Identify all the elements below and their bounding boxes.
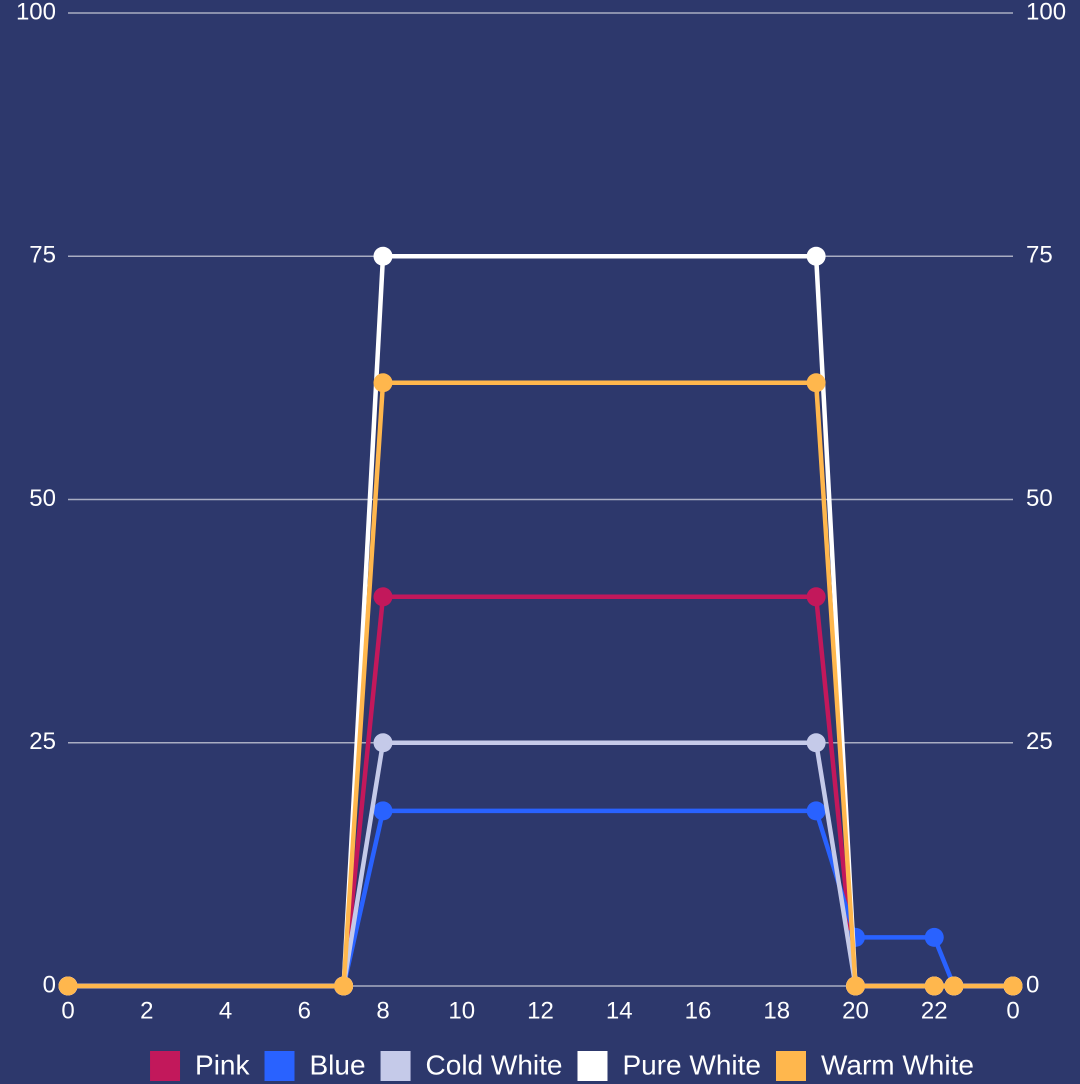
- point: [806, 246, 826, 266]
- point: [373, 373, 393, 393]
- point: [373, 801, 393, 821]
- x-tick-label: 2: [140, 997, 153, 1024]
- y-tick-label: 75: [29, 242, 56, 269]
- y-tick-label: 100: [16, 0, 56, 25]
- point: [373, 246, 393, 266]
- legend-swatch: [150, 1051, 181, 1081]
- point: [806, 733, 826, 753]
- x-tick-label: 8: [376, 997, 389, 1024]
- x-tick-label: 22: [921, 997, 948, 1024]
- point: [806, 373, 826, 393]
- y2-tick-label: 0: [1026, 971, 1039, 998]
- y2-tick-label: 25: [1026, 728, 1053, 755]
- y-tick-label: 50: [29, 485, 56, 512]
- point: [334, 976, 354, 996]
- x-tick-label: 12: [527, 997, 554, 1024]
- legend-swatch: [775, 1051, 806, 1081]
- legend-label: Pure White: [622, 1049, 761, 1080]
- y2-tick-label: 50: [1026, 485, 1053, 512]
- x-tick-label: 18: [763, 997, 790, 1024]
- x-tick-label: 16: [685, 997, 712, 1024]
- legend-swatch: [380, 1051, 411, 1081]
- point: [58, 976, 78, 996]
- x-tick-label: 0: [1006, 997, 1019, 1024]
- point: [924, 927, 944, 947]
- point: [373, 587, 393, 607]
- point: [806, 801, 826, 821]
- x-tick-label: 20: [842, 997, 869, 1024]
- legend-label: Blue: [310, 1049, 366, 1080]
- legend-swatch: [577, 1051, 608, 1081]
- point: [846, 976, 865, 996]
- y-tick-label: 25: [29, 728, 56, 755]
- x-tick-label: 6: [298, 997, 311, 1024]
- y2-tick-label: 75: [1026, 242, 1053, 269]
- legend-swatch: [264, 1051, 295, 1081]
- point: [944, 976, 964, 996]
- y2-tick-label: 100: [1026, 0, 1066, 25]
- point: [806, 587, 826, 607]
- point: [1003, 976, 1023, 996]
- x-tick-label: 0: [61, 997, 74, 1024]
- legend-label: Cold White: [426, 1049, 563, 1080]
- point: [924, 976, 944, 996]
- x-tick-label: 4: [219, 997, 232, 1024]
- point: [373, 733, 393, 753]
- x-tick-label: 10: [448, 997, 475, 1024]
- legend-label: Warm White: [821, 1049, 974, 1080]
- x-tick-label: 14: [606, 997, 633, 1024]
- y-tick-label: 0: [43, 971, 56, 998]
- legend-label: Pink: [195, 1049, 250, 1080]
